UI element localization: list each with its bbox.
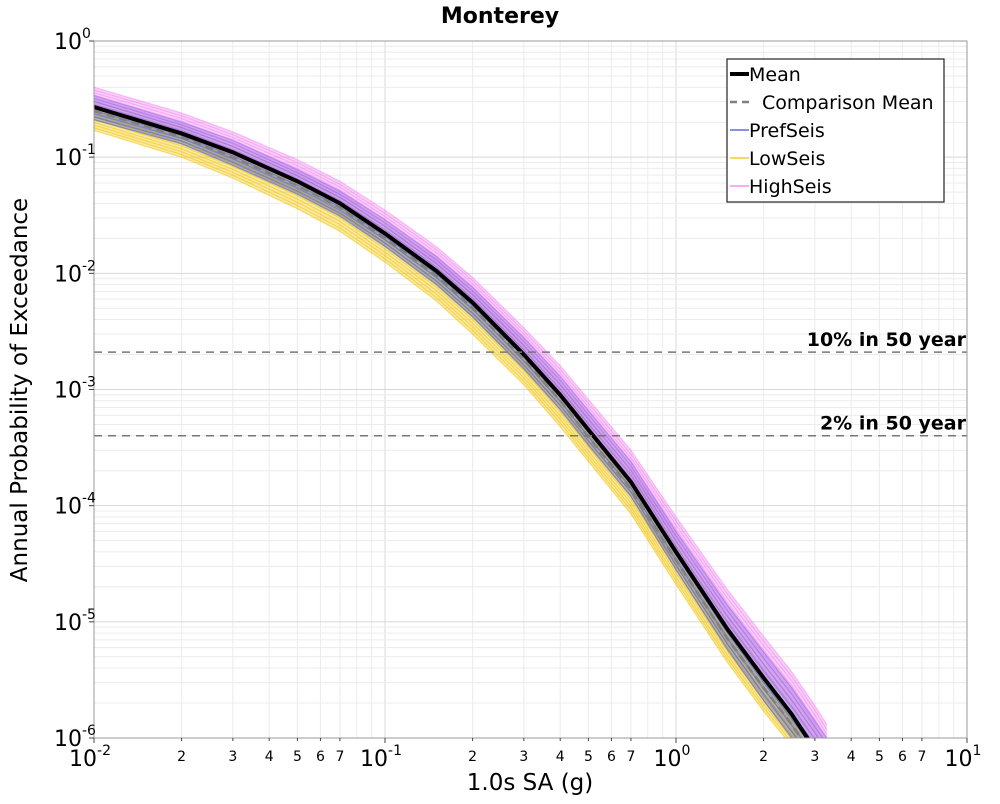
series-branch-overlap-line	[94, 101, 820, 738]
reference-line-label: 10% in 50 year	[807, 329, 967, 351]
legend-label: LowSeis	[749, 148, 825, 170]
x-tick-label: 100	[654, 743, 691, 772]
series-highseis-line	[94, 102, 818, 738]
y-axis-ticks: 100 10-1 10-2 10-3 10-4 10-5 10-6	[54, 26, 96, 752]
x-minor-tick-label: 3	[519, 749, 528, 765]
series-branch-overlap-line	[94, 115, 799, 738]
chart-title: Monterey	[441, 4, 559, 29]
series-highseis-line	[94, 86, 828, 726]
series-lowseis-line	[94, 124, 792, 738]
y-tick-label: 10-4	[54, 491, 96, 520]
legend-item: Comparison Mean	[730, 92, 934, 114]
series-highseis-line	[94, 94, 827, 738]
y-tick-label: 10-1	[54, 142, 96, 171]
series-prefseis-line	[94, 119, 793, 738]
x-minor-tick-label: 5	[584, 749, 593, 765]
x-minor-tick-label: 3	[810, 749, 819, 765]
x-minor-tick-label: 7	[917, 749, 926, 765]
series-prefseis-line	[94, 94, 828, 738]
y-tick-label: 10-2	[54, 258, 96, 287]
series-highseis-line	[94, 97, 824, 738]
y-tick-label: 10-5	[54, 607, 96, 636]
reference-lines: 10% in 50 year 2% in 50 year	[94, 329, 967, 437]
x-minor-tick-label: 3	[228, 749, 237, 765]
x-tick-label: 101	[945, 743, 982, 772]
y-axis-label: Annual Probability of Exceedance	[7, 198, 33, 582]
x-minor-tick-label: 5	[875, 749, 884, 765]
y-tick-label: 10-6	[54, 723, 96, 752]
series-lowseis-line	[94, 129, 786, 738]
x-minor-tick-label: 4	[265, 749, 274, 765]
series-lowseis-line	[94, 119, 797, 738]
legend-item: HighSeis	[730, 176, 832, 198]
y-tick-label: 100	[54, 26, 91, 55]
legend: Mean Comparison Mean PrefSeis LowSeis HighSe…	[726, 58, 945, 203]
legend-box	[726, 58, 945, 203]
legend-label: PrefSeis	[749, 120, 825, 142]
x-minor-tick-label: 4	[556, 749, 565, 765]
data-layer	[94, 86, 828, 738]
y-tick-label: 10-3	[54, 375, 96, 404]
x-minor-tick-label: 2	[759, 749, 768, 765]
x-minor-tick-label: 7	[335, 749, 344, 765]
series-highseis-line	[94, 89, 828, 730]
series-highseis-line	[94, 100, 821, 738]
legend-item: PrefSeis	[730, 120, 825, 142]
series-prefseis-line	[94, 100, 820, 738]
x-axis-label: 1.0s SA (g)	[467, 770, 594, 796]
legend-label: Mean	[749, 64, 801, 86]
reference-line-label: 2% in 50 year	[820, 413, 967, 435]
series-mean-line	[94, 105, 810, 738]
legend-label: HighSeis	[749, 176, 832, 198]
legend-label: Comparison Mean	[762, 92, 934, 114]
x-minor-tick-label: 6	[316, 749, 325, 765]
series-prefseis-line	[94, 116, 798, 738]
x-minor-tick-label: 7	[626, 749, 635, 765]
series-prefseis-line	[94, 103, 816, 738]
x-minor-tick-label: 6	[607, 749, 616, 765]
x-minor-tick-label: 2	[468, 749, 477, 765]
series-prefseis-line	[94, 113, 802, 738]
legend-item: Mean	[730, 64, 801, 86]
series-lowseis-line	[94, 127, 789, 738]
x-tick-label: 10-1	[360, 743, 402, 772]
series-highseis-line	[94, 92, 828, 735]
x-minor-tick-label: 4	[847, 749, 856, 765]
x-minor-tick-label: 2	[177, 749, 186, 765]
x-minor-tick-label: 6	[898, 749, 907, 765]
series-lowseis-line	[94, 121, 795, 738]
series-prefseis-line	[94, 97, 824, 738]
legend-item: LowSeis	[730, 148, 825, 170]
x-minor-tick-label: 5	[293, 749, 302, 765]
x-tick-label: 10-2	[69, 743, 111, 772]
